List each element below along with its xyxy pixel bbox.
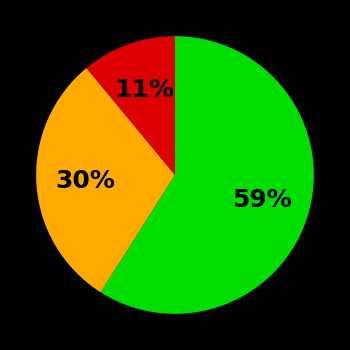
Text: 30%: 30%: [55, 169, 115, 192]
Wedge shape: [36, 68, 175, 292]
Wedge shape: [100, 36, 314, 314]
Text: 11%: 11%: [114, 78, 174, 102]
Text: 59%: 59%: [232, 188, 292, 212]
Wedge shape: [86, 36, 175, 175]
